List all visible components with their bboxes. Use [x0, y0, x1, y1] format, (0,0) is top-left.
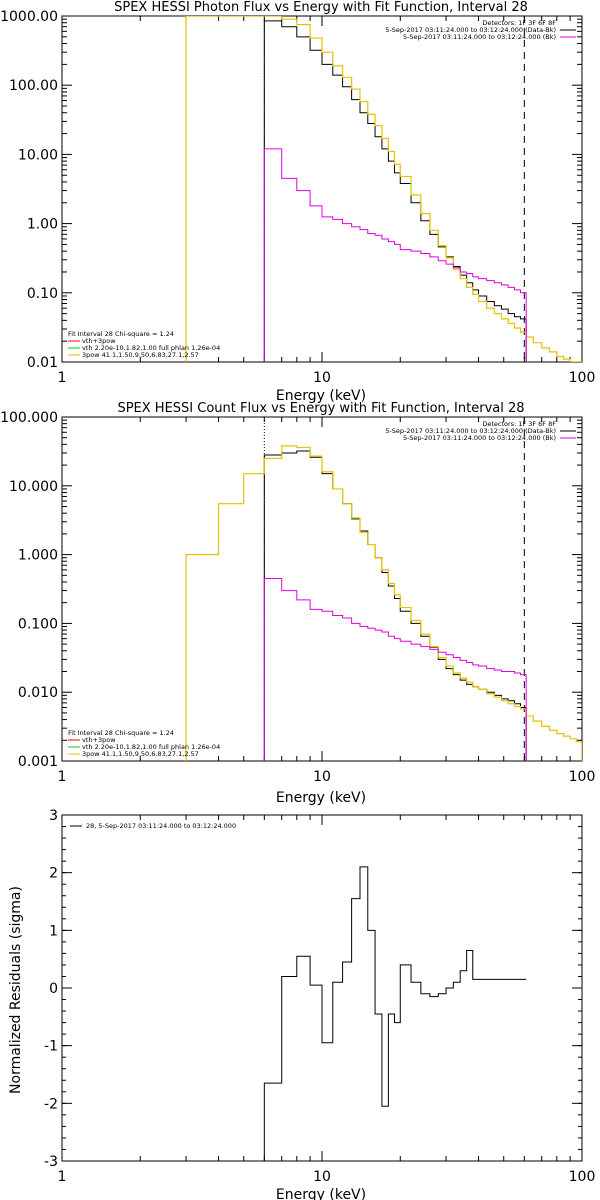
panel2-y-tick-label: 0.010	[18, 685, 58, 701]
panel1-y-tick-label: 1.00	[27, 217, 58, 233]
panel2-legend-bottom-text: 3pow 41.1,1.50,9.50,6.83,27.1,2.57	[82, 750, 199, 758]
panel1-y-tick-label: 0.01	[27, 355, 58, 371]
panel1-legend-top-text: 5-Sep-2017 03:11:24.000 to 03:12:24.000 …	[385, 26, 556, 34]
panel3-x-axis-label: Energy (keV)	[276, 1187, 366, 1200]
panel1-legend-top-text: 5-Sep-2017 03:11:24.000 to 03:12:24.000 …	[403, 33, 556, 41]
panel2-legend-bottom-text: vth+3pow	[82, 736, 116, 744]
panel1-title: SPEX HESSI Photon Flux vs Energy with Fi…	[114, 0, 528, 15]
panel1-legend-bottom-text: 3pow 41.1,1.50,9.50,6.83,27.1,2.57	[82, 351, 199, 359]
panel1-model-series	[185, 16, 582, 362]
panel3-y-tick-label: 0	[49, 981, 58, 997]
panel1-x-axis-label: Energy (keV)	[276, 388, 366, 404]
panel1-y-tick-label: 100.00	[9, 78, 58, 94]
panel3-y-tick-label: 3	[49, 808, 58, 824]
panel3-residuals-series	[263, 866, 527, 1161]
panel1-legend-bottom-text: Fit Interval 28 Chi-square = 1.24	[68, 330, 174, 338]
panel3-y-tick-label: 2	[49, 866, 58, 882]
panel3-x-tick-label: 100	[569, 1169, 596, 1185]
panel3-y-tick-label: -1	[44, 1039, 58, 1055]
panel3-x-tick-label: 10	[313, 1169, 331, 1185]
panel1-legend-bottom-text: vth 2.20e-10,1.82,1.00 full phlan 1.26e-…	[82, 344, 220, 352]
panel2-x-axis-label: Energy (keV)	[276, 790, 366, 806]
panel3-plot-area: 1 10 100 -3 -2 -1 0 1 2 3 28, 5-Sep-2017 03:11:24.…	[44, 808, 595, 1185]
panel1-series-group	[185, 16, 582, 362]
panel3-legend-top-text: 28, 5-Sep-2017 03:11:24.000 to 03:12:24.…	[86, 822, 236, 830]
panel2-x-tick-label: 1	[58, 769, 67, 785]
panel1-total-series	[263, 20, 527, 362]
panel3-y-tick-label: -2	[44, 1096, 58, 1112]
panel2-title: SPEX HESSI Count Flux vs Energy with Fit…	[117, 401, 524, 416]
panel2-legend-bottom-text: vth 2.20e-10,1.82,1.00 full phlan 1.26e-…	[82, 743, 220, 751]
count-flux-panel: SPEX HESSI Count Flux vs Energy with Fit…	[0, 401, 595, 806]
panel3-y-tick-label: 1	[49, 923, 58, 939]
panel3-series-group	[263, 866, 527, 1161]
panel2-plot-area: 1 10 100 0.001 0.010 0.100 1.000 10.000 100.000 D…	[0, 410, 595, 785]
photon-flux-panel: SPEX HESSI Photon Flux vs Energy with Fi…	[0, 0, 595, 404]
panel2-x-tick-label: 10	[313, 769, 331, 785]
panel2-y-tick-label: 0.100	[18, 616, 58, 632]
panel2-y-tick-label: 10.000	[9, 479, 58, 495]
panel2-legend-top-text: 5-Sep-2017 03:11:24.000 to 03:12:24.000 …	[385, 427, 556, 435]
panel2-y-tick-label: 1.000	[18, 548, 58, 564]
panel2-series-group	[185, 445, 582, 761]
panel1-x-tick-label: 10	[313, 370, 331, 386]
panel2-legend-top-text: Detectors: 1F 3F 6F 8F	[482, 420, 556, 428]
panel2-background-series	[263, 577, 527, 761]
panel2-y-tick-label: 100.000	[0, 410, 58, 426]
panel1-x-tick-label: 100	[569, 370, 596, 386]
panel1-legend-bottom-text: vth+3pow	[82, 337, 116, 345]
residuals-panel: 1 10 100 -3 -2 -1 0 1 2 3 28, 5-Sep-2017 03:11:24.…	[8, 808, 595, 1200]
panel2-legend-bottom-text: Fit Interval 28 Chi-square = 1.24	[68, 729, 174, 737]
panel1-y-tick-label: 1000.00	[0, 9, 58, 25]
panel1-plot-area: 1 10 100 0.01 0.10 1.00 10.00 100.00 1000.00 Dete…	[0, 9, 595, 386]
panel1-x-tick-label: 1	[58, 370, 67, 386]
panel1-y-tick-label: 10.00	[18, 147, 58, 163]
panel3-x-tick-label: 1	[58, 1169, 67, 1185]
panel3-y-tick-label: -3	[44, 1154, 58, 1170]
panel1-background-series	[263, 148, 527, 362]
panel2-x-tick-label: 100	[569, 769, 596, 785]
panel2-legend-top-text: 5-Sep-2017 03:11:24.000 to 03:12:24.000 …	[403, 434, 556, 442]
panel3-y-axis-label: Normalized Residuals (sigma)	[8, 886, 24, 1094]
panel2-y-tick-label: 0.001	[18, 754, 58, 770]
panel1-legend-top-text: Detectors: 1F 3F 6F 8F	[482, 19, 556, 27]
panel1-y-tick-label: 0.10	[27, 286, 58, 302]
